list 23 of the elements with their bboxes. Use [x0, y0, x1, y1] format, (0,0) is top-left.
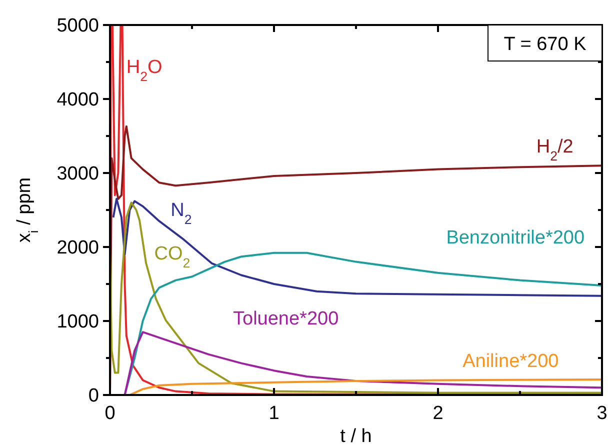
y-tick-label: 5000: [56, 16, 99, 37]
y-tick-label: 0: [88, 386, 99, 407]
x-axis-title: t / h: [340, 426, 372, 446]
series-label: Benzonitrile*200: [446, 227, 585, 248]
line-series: [112, 198, 602, 297]
line-series: [110, 202, 602, 394]
series-label: Aniline*200: [462, 350, 559, 372]
series-label: Toluene*200: [233, 308, 339, 330]
series-label: H$_{2}$/2: [536, 136, 574, 163]
y-tick-label: 3000: [56, 164, 99, 185]
x-tick-label: 3: [596, 403, 608, 424]
x-tick-label: 2: [432, 403, 444, 424]
x-tick-label: 0: [104, 403, 116, 424]
series-label: CO$_{2}$: [154, 244, 190, 270]
y-tick-label: 4000: [56, 90, 99, 111]
series-label: N$_{2}$: [170, 200, 192, 226]
series-label: H$_{2}$O: [126, 57, 162, 84]
y-tick-label: 1000: [56, 312, 99, 333]
x-tick-label: 1: [268, 403, 280, 424]
y-tick-label: 2000: [56, 238, 99, 259]
line-series: [124, 331, 602, 395]
annotation: T = 670 K: [504, 34, 587, 55]
line-series: [128, 378, 602, 395]
